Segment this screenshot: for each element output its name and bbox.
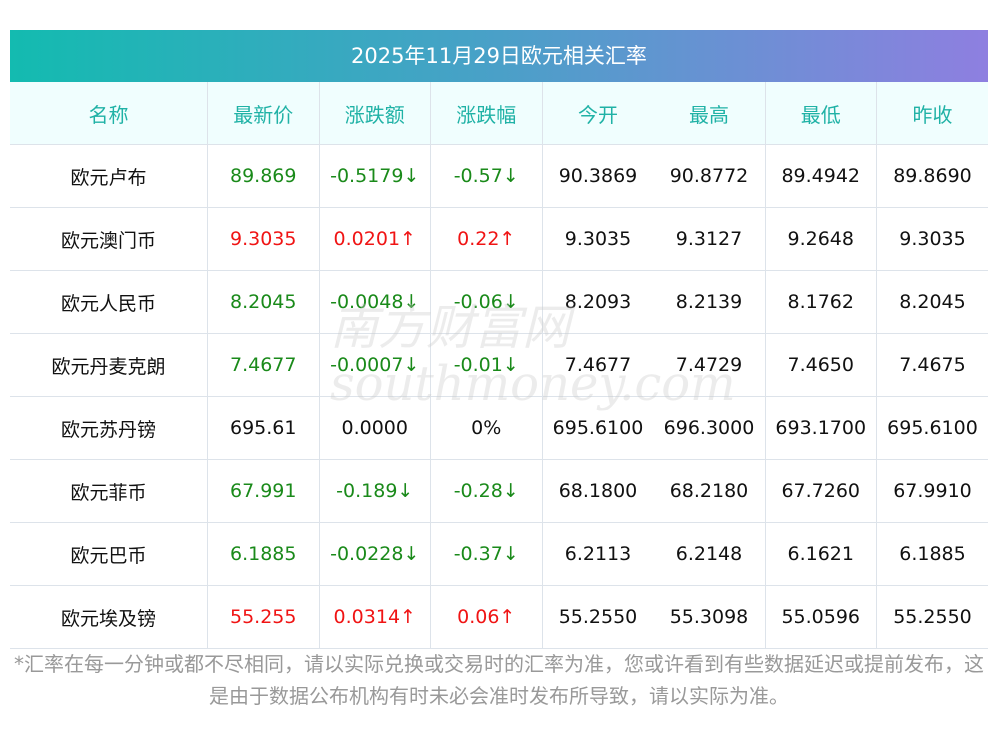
cell-name: 欧元菲币: [10, 459, 208, 523]
cell-high: 90.8772: [653, 144, 765, 208]
col-header: 名称: [10, 82, 208, 145]
cell-open: 6.2113: [541, 522, 654, 586]
cell-high: 7.4729: [653, 333, 765, 397]
cell-prev: 55.2550: [876, 585, 988, 649]
cell-low: 6.1621: [764, 522, 877, 586]
table-row: 欧元巴币 6.1885 -0.0228↓ -0.37↓ 6.2113 6.2148 6.16…: [10, 522, 988, 586]
col-header: 涨跌额: [318, 82, 431, 145]
cell-pct: 0.22↑: [430, 207, 542, 271]
cell-high: 55.3098: [653, 585, 765, 649]
cell-pct: -0.37↓: [430, 522, 542, 586]
cell-name: 欧元巴币: [10, 522, 208, 586]
cell-open: 8.2093: [541, 270, 654, 334]
page-title: 2025年11月29日欧元相关汇率: [10, 30, 988, 82]
cell-high: 68.2180: [653, 459, 765, 523]
table-row: 欧元菲币 67.991 -0.189↓ -0.28↓ 68.1800 68.2180 67.…: [10, 459, 988, 523]
cell-price: 7.4677: [207, 333, 319, 397]
col-header: 昨收: [876, 82, 988, 145]
cell-open: 9.3035: [541, 207, 654, 271]
col-header: 今开: [541, 82, 654, 145]
cell-low: 8.1762: [764, 270, 877, 334]
cell-pct: -0.01↓: [430, 333, 542, 397]
cell-low: 9.2648: [764, 207, 877, 271]
cell-prev: 9.3035: [876, 207, 988, 271]
table-row: 欧元苏丹镑 695.61 0.0000 0% 695.6100 696.3000 693.1…: [10, 396, 988, 460]
cell-name: 欧元卢布: [10, 144, 208, 208]
cell-open: 695.6100: [541, 396, 654, 460]
cell-high: 6.2148: [653, 522, 765, 586]
table-row: 欧元澳门币 9.3035 0.0201↑ 0.22↑ 9.3035 9.3127 9.264…: [10, 207, 988, 271]
exchange-rate-table: 名称 最新价 涨跌额 涨跌幅 今开 最高 最低 昨收 欧元卢布 89.869 -0.…: [10, 82, 988, 649]
cell-pct: -0.06↓: [430, 270, 542, 334]
cell-prev: 89.8690: [876, 144, 988, 208]
cell-price: 9.3035: [207, 207, 319, 271]
cell-name: 欧元埃及镑: [10, 585, 208, 649]
cell-change: -0.0007↓: [318, 333, 431, 397]
cell-name: 欧元人民币: [10, 270, 208, 334]
table-row: 欧元人民币 8.2045 -0.0048↓ -0.06↓ 8.2093 8.2139 8.1…: [10, 270, 988, 334]
col-header: 最低: [764, 82, 877, 145]
cell-change: 0.0314↑: [318, 585, 431, 649]
cell-open: 7.4677: [541, 333, 654, 397]
cell-prev: 8.2045: [876, 270, 988, 334]
cell-change: 0.0201↑: [318, 207, 431, 271]
cell-high: 8.2139: [653, 270, 765, 334]
cell-name: 欧元丹麦克朗: [10, 333, 208, 397]
cell-pct: 0.06↑: [430, 585, 542, 649]
cell-pct: -0.28↓: [430, 459, 542, 523]
cell-low: 67.7260: [764, 459, 877, 523]
table-row: 欧元埃及镑 55.255 0.0314↑ 0.06↑ 55.2550 55.3098 55.…: [10, 585, 988, 649]
cell-open: 90.3869: [541, 144, 654, 208]
cell-change: -0.0048↓: [318, 270, 431, 334]
table-row: 欧元丹麦克朗 7.4677 -0.0007↓ -0.01↓ 7.4677 7.4729 7.…: [10, 333, 988, 397]
cell-price: 55.255: [207, 585, 319, 649]
table-row: 欧元卢布 89.869 -0.5179↓ -0.57↓ 90.3869 90.8772 89…: [10, 144, 988, 208]
cell-name: 欧元澳门币: [10, 207, 208, 271]
cell-change: -0.0228↓: [318, 522, 431, 586]
table-header-row: 名称 最新价 涨跌额 涨跌幅 今开 最高 最低 昨收: [10, 82, 988, 145]
cell-price: 6.1885: [207, 522, 319, 586]
col-header: 最新价: [207, 82, 319, 145]
cell-high: 9.3127: [653, 207, 765, 271]
cell-change: 0.0000: [318, 396, 431, 460]
cell-high: 696.3000: [653, 396, 765, 460]
disclaimer-note: *汇率在每一分钟或都不尽相同，请以实际兑换或交易时的汇率为准，您或许看到有些数据…: [14, 652, 984, 708]
cell-prev: 6.1885: [876, 522, 988, 586]
cell-price: 89.869: [207, 144, 319, 208]
cell-low: 7.4650: [764, 333, 877, 397]
cell-change: -0.189↓: [318, 459, 431, 523]
col-header: 最高: [653, 82, 765, 145]
cell-prev: 67.9910: [876, 459, 988, 523]
cell-price: 8.2045: [207, 270, 319, 334]
cell-change: -0.5179↓: [318, 144, 431, 208]
cell-prev: 7.4675: [876, 333, 988, 397]
cell-open: 68.1800: [541, 459, 654, 523]
cell-pct: -0.57↓: [430, 144, 542, 208]
cell-open: 55.2550: [541, 585, 654, 649]
cell-price: 67.991: [207, 459, 319, 523]
cell-low: 55.0596: [764, 585, 877, 649]
cell-price: 695.61: [207, 396, 319, 460]
cell-pct: 0%: [430, 396, 542, 460]
cell-low: 89.4942: [764, 144, 877, 208]
cell-prev: 695.6100: [876, 396, 988, 460]
col-header: 涨跌幅: [430, 82, 542, 145]
cell-low: 693.1700: [764, 396, 877, 460]
cell-name: 欧元苏丹镑: [10, 396, 208, 460]
